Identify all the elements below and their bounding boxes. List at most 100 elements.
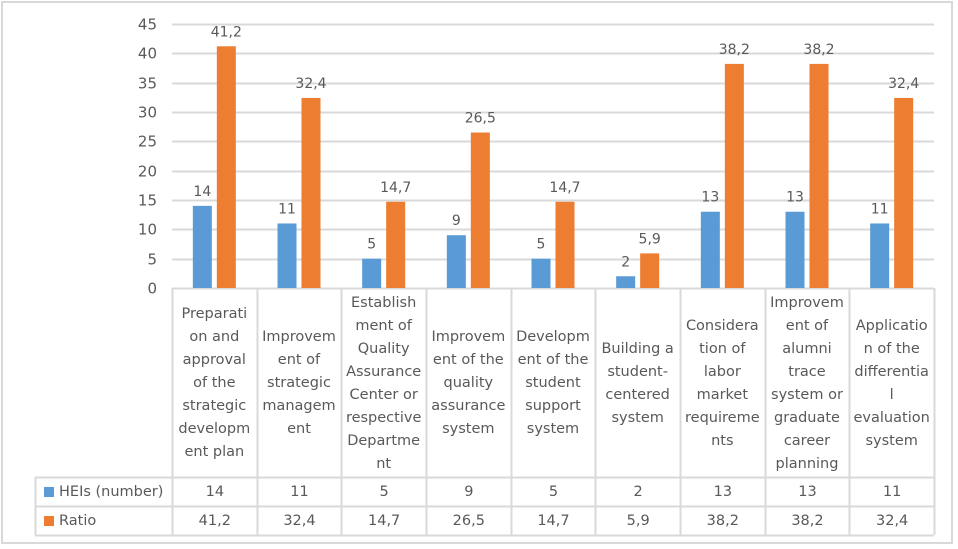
data-label-ratio: 38,2	[719, 42, 750, 58]
category-label-line: Center or	[349, 386, 418, 403]
y-axis: 0 5 10 15 20 25 30 35 40 45	[138, 16, 157, 298]
category-label-line: assurance	[431, 398, 506, 414]
category-label-text: Preparati on and approval of the strategic de…	[178, 303, 250, 464]
bar-heis	[870, 223, 890, 288]
bar-heis	[700, 211, 720, 288]
category-label-line: system	[611, 409, 664, 426]
category-label-line: Building a	[601, 340, 674, 357]
category-label-line: Establish	[351, 294, 417, 311]
y-tick-label: 25	[138, 133, 157, 151]
y-tick-label: 0	[147, 280, 157, 298]
bar-heis	[446, 235, 466, 288]
y-tick-label: 40	[138, 45, 157, 63]
category-label-line: Developm	[516, 329, 590, 345]
category-label-line: graduate	[774, 409, 840, 426]
data-label-heis: 5	[367, 237, 376, 253]
y-tick-label: 15	[138, 192, 157, 210]
gridlines	[172, 23, 934, 290]
table-value-heis: 5	[379, 484, 389, 500]
category-label-line: quality	[443, 375, 494, 391]
category-label-line: Preparati	[181, 306, 248, 322]
bar-ratio	[724, 63, 744, 288]
category-label-line: n of the	[863, 340, 920, 357]
category-label-line: ment of	[355, 317, 412, 334]
data-label-ratio: 32,4	[888, 76, 919, 92]
category-label-line: ent	[287, 421, 311, 437]
category-label-line: on and	[189, 329, 240, 345]
data-label-heis: 13	[701, 190, 719, 206]
category-label-line: developm	[178, 421, 251, 437]
y-tick-label: 5	[147, 251, 157, 269]
category-label-line: ent of the	[517, 352, 589, 368]
bar-ratio	[216, 46, 236, 288]
legend-entry-heis: HEIs (number)	[36, 478, 172, 506]
category-label-text: Developm ent of the student support system	[516, 326, 590, 441]
category-label: Improvem ent of the quality assurance system	[427, 290, 510, 477]
category-label-line: ent plan	[184, 444, 245, 460]
category-label-line: differentia	[854, 363, 929, 380]
data-label-ratio: 14,7	[549, 180, 580, 196]
legend-entry-ratio: Ratio	[36, 507, 172, 535]
category-label-line: labor	[703, 363, 741, 380]
bar-heis	[192, 205, 212, 288]
category-label: Preparati on and approval of the strategic de…	[173, 290, 256, 477]
data-label-ratio: 5,9	[639, 231, 661, 247]
category-label-line: market	[696, 386, 749, 403]
category-label-line: nt	[376, 455, 392, 472]
data-label-heis: 11	[278, 201, 296, 217]
category-label-line: system	[865, 432, 918, 449]
bar-ratio	[386, 201, 406, 288]
y-tick-label: 20	[138, 163, 157, 181]
table-value-heis: 5	[548, 484, 559, 500]
data-label-ratio: 38,2	[803, 42, 834, 58]
category-label-text: Building a student-centered system	[601, 338, 673, 430]
table-value-heis: 2	[633, 484, 643, 500]
category-label-line: managem	[262, 398, 336, 414]
category-label-line: career	[783, 432, 831, 449]
category-label: Improvem ent of strategic managem ent	[258, 290, 341, 477]
category-label-line: student	[525, 375, 581, 391]
data-label-heis: 13	[786, 190, 804, 206]
category-label-line: strategic	[267, 375, 331, 391]
table-value-heis: 11	[882, 484, 902, 500]
data-label-ratio: 41,2	[211, 24, 242, 40]
category-label-line: l	[889, 386, 894, 403]
y-tick-label: 30	[138, 104, 157, 122]
category-label-line: approval	[182, 352, 246, 368]
table-value-ratio: 14,7	[368, 513, 401, 529]
category-label-line: Applicatio	[855, 317, 928, 334]
category-label-text: Improvem ent of strategic managem ent	[262, 326, 336, 441]
category-label-line: student-	[607, 363, 668, 380]
y-tick-label: 45	[138, 16, 157, 34]
category-label: Developm ent of the student support system	[512, 290, 595, 477]
category-label-line: trace	[788, 363, 826, 380]
data-label-heis: 2	[621, 254, 630, 270]
bar-heis	[362, 258, 382, 288]
data-table-grid	[34, 288, 936, 537]
category-label-line: Improvem	[770, 294, 844, 311]
data-label-heis: 9	[452, 213, 461, 229]
category-label-line: ent of	[277, 352, 321, 368]
data-labels: 14 11 5 9 5 2 13 13 11 41,2 32,4 14,7 26,5 14,7 5,9 38,…	[193, 24, 919, 270]
category-label-text: Considera tion of labor market requireme nts	[685, 315, 760, 453]
table-value-heis: 11	[290, 484, 309, 500]
bar-heis	[785, 211, 805, 288]
table-value-ratio: 32,4	[283, 513, 316, 529]
data-label-heis: 5	[537, 237, 546, 253]
category-label: Considera tion of labor market requireme nts	[681, 290, 764, 477]
data-label-ratio: 26,5	[465, 111, 496, 127]
category-label: Improvem ent of alumni trace system or gradua…	[766, 290, 849, 477]
category-label-text: Establish ment of Quality Assurance Center o…	[346, 292, 421, 476]
category-label: Establish ment of Quality Assurance Center o…	[342, 290, 425, 477]
data-label-heis: 14	[193, 184, 211, 200]
category-label: Building a student-centered system	[596, 290, 679, 477]
table-value-ratio: 41,2	[198, 513, 231, 529]
data-label-ratio: 32,4	[295, 76, 326, 92]
data-label-heis: 11	[871, 201, 889, 217]
category-label-text: Applicatio n of the differentia l evaluation…	[854, 315, 930, 453]
bar-ratio	[640, 253, 660, 288]
bar-heis	[616, 276, 636, 288]
bars	[192, 46, 914, 288]
y-tick-label: 35	[138, 75, 157, 93]
